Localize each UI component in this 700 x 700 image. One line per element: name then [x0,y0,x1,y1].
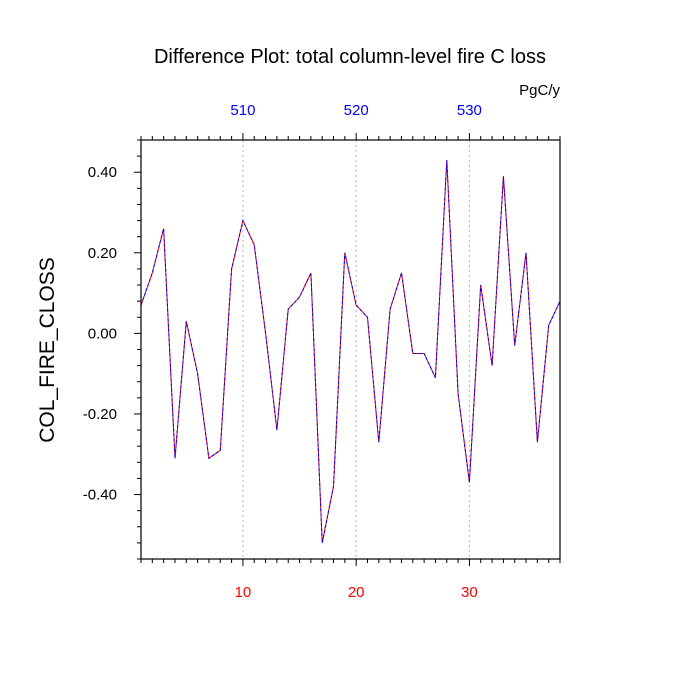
plot-frame [140,139,561,560]
x-tick-label-top: 520 [344,102,369,119]
y-tick-label: 0.20 [88,245,117,262]
units-label: PgC/y [519,82,560,99]
data-series [140,160,561,543]
series-line-blue [140,160,561,543]
chart-title: Difference Plot: total column-level fire… [154,46,546,68]
x-tick-label-bottom: 30 [461,584,478,601]
x-tick-label-bottom: 20 [348,584,365,601]
axis-ticks [134,133,561,566]
x-tick-label-bottom: 10 [235,584,252,601]
grid-lines [242,140,470,559]
y-axis-label: COL_FIRE_CLOSS [36,257,59,443]
x-tick-label-top: 510 [230,102,255,119]
y-tick-label: 0.40 [88,164,117,181]
series-line-red [140,160,561,543]
y-tick-label: -0.40 [83,487,117,504]
y-tick-label: 0.00 [88,325,117,342]
y-tick-label: -0.20 [83,406,117,423]
x-tick-label-top: 530 [457,102,482,119]
tick-labels: 10 20 30 510 520 530 0.40 0.20 0.00 -0.20 -0.40 [83,102,482,601]
